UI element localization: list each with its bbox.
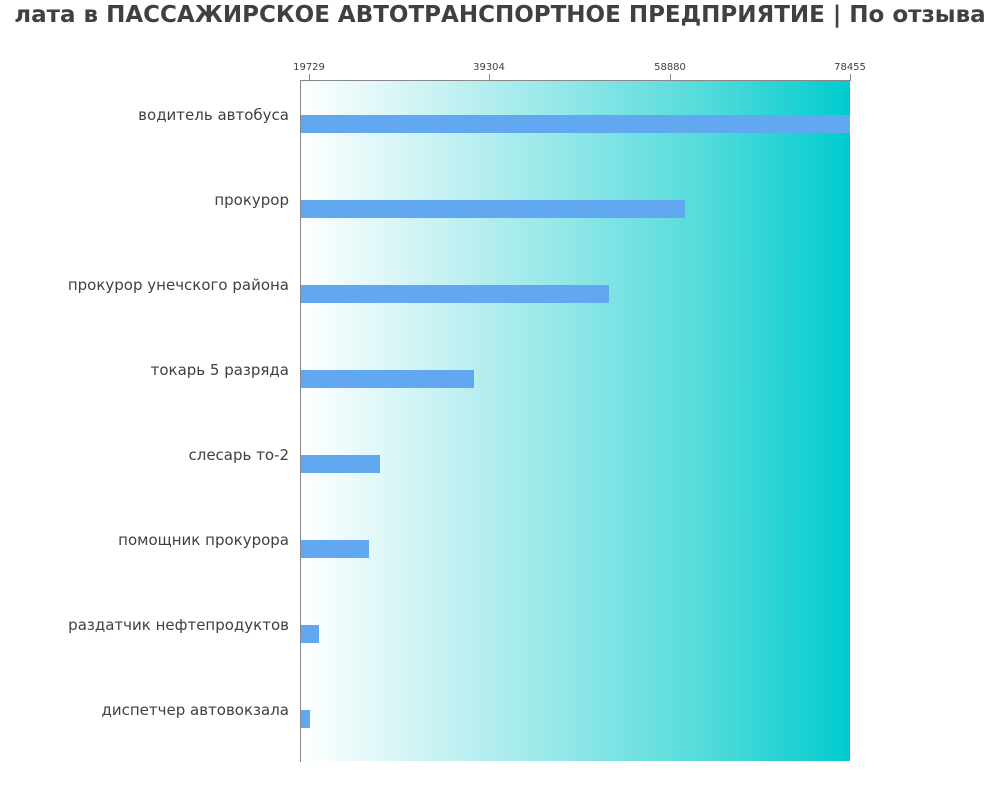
plot-area bbox=[300, 80, 850, 761]
category-label: помощник прокурора bbox=[118, 531, 289, 549]
x-tick-label: 19729 bbox=[293, 62, 325, 73]
bar bbox=[301, 710, 310, 728]
category-label: диспетчер автовокзала bbox=[101, 701, 290, 719]
y-axis-line bbox=[300, 80, 301, 762]
category-label: прокурор унечского района bbox=[67, 276, 289, 294]
x-axis-line bbox=[300, 80, 851, 81]
x-tick-mark bbox=[309, 74, 310, 80]
category-label: слесарь то-2 bbox=[188, 446, 289, 464]
bar bbox=[301, 455, 380, 473]
x-tick-label: 58880 bbox=[654, 62, 686, 73]
x-tick-mark bbox=[850, 74, 851, 80]
bar bbox=[301, 285, 609, 303]
bar bbox=[301, 200, 685, 218]
x-tick-label: 78455 bbox=[834, 62, 866, 73]
bar bbox=[301, 370, 474, 388]
category-label: раздатчик нефтепродуктов bbox=[68, 616, 289, 634]
category-label: водитель автобуса bbox=[138, 106, 289, 124]
bar bbox=[301, 625, 319, 643]
bar bbox=[301, 540, 369, 558]
x-tick-label: 39304 bbox=[473, 62, 505, 73]
chart-title: лата в ПАССАЖИРСКОЕ АВТОТРАНСПОРТНОЕ ПРЕ… bbox=[14, 2, 986, 28]
category-label: прокурор bbox=[214, 191, 289, 209]
x-tick-mark bbox=[670, 74, 671, 80]
x-tick-mark bbox=[489, 74, 490, 80]
bar bbox=[301, 115, 850, 133]
category-label: токарь 5 разряда bbox=[150, 361, 289, 379]
